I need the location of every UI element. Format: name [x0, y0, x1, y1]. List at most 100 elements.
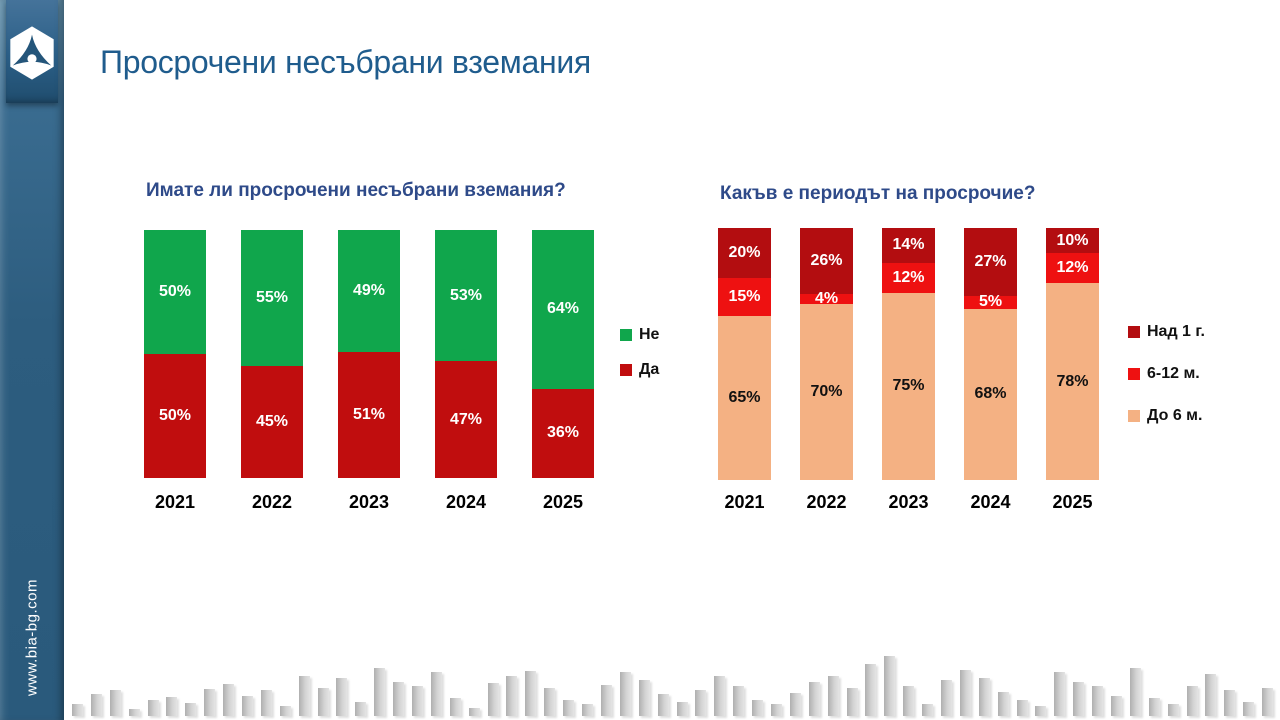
data-label: 78%	[1056, 372, 1089, 390]
skyline-bar	[317, 688, 329, 716]
skyline-bar	[223, 684, 235, 716]
legend-item: Не	[620, 326, 659, 344]
data-label: 36%	[546, 424, 580, 442]
skyline-bar	[1092, 686, 1104, 716]
skyline-bar	[940, 680, 952, 716]
plot-area: 50% 50% 55% 45% 49% 51% 53% 47% 64% 36%	[144, 230, 594, 478]
legend-swatch	[620, 364, 632, 376]
legend-label: Да	[639, 361, 660, 378]
chart-overdue-period: Какъв е периодът на просрочие? 20% 15% 65%…	[718, 183, 1278, 525]
data-label: 14%	[892, 236, 925, 254]
category-label: 2025	[542, 492, 584, 512]
bar-segment: 12%	[882, 262, 935, 293]
bar-segment: 14%	[882, 228, 935, 263]
website-link[interactable]: www.bia-bg.com	[23, 578, 41, 696]
category-label: 2022	[806, 492, 847, 512]
skyline-bar	[695, 690, 707, 716]
skyline-bar	[1186, 686, 1198, 716]
data-label: 75%	[892, 377, 925, 395]
skyline-bar	[865, 664, 877, 716]
bar-segment: 50%	[144, 354, 206, 478]
bar-segment: 75%	[882, 292, 935, 480]
skyline-bar	[657, 694, 669, 716]
skyline-bar	[260, 690, 272, 716]
skyline-bar	[1167, 704, 1179, 716]
skyline-bar	[147, 700, 159, 716]
data-label: 10%	[1056, 231, 1089, 249]
plot-area: 20% 15% 65% 26% 4% 70% 14% 12% 75% 27% 5% 68% 10% 12%…	[718, 228, 1099, 480]
skyline-bar	[544, 688, 556, 716]
skyline-bar	[959, 670, 971, 716]
category-label: 2023	[348, 492, 390, 512]
data-label: 20%	[728, 244, 761, 262]
bar-segment: 49%	[338, 230, 400, 352]
skyline-bar	[128, 709, 140, 716]
skyline-bar	[1262, 688, 1274, 716]
stacked-bar: 50% 50%	[144, 230, 206, 478]
data-label: 64%	[546, 300, 580, 318]
legend-label: Не	[639, 326, 660, 343]
bar-segment: 50%	[144, 230, 206, 354]
bar-segment: 27%	[964, 228, 1017, 297]
data-label: 70%	[810, 382, 843, 400]
logo-ribbon	[6, 0, 58, 103]
bar-segment: 36%	[532, 388, 594, 478]
data-label: 27%	[974, 253, 1007, 271]
skyline-bar	[506, 676, 518, 716]
bar-segment: 68%	[964, 308, 1017, 480]
data-label: 5%	[978, 293, 1003, 311]
skyline-bar	[374, 668, 386, 716]
legend-swatch	[620, 329, 632, 341]
skyline-bar	[676, 702, 688, 716]
skyline-bar	[600, 685, 612, 716]
bar-segment: 70%	[800, 303, 853, 480]
legend-item: До 6 м.	[1128, 407, 1205, 425]
x-axis: 2021 2022 2023 2024 2025	[718, 492, 1099, 513]
bar-segment: 12%	[1046, 253, 1099, 284]
bar-segment: 5%	[964, 293, 1017, 311]
skyline-bar	[166, 697, 178, 716]
bar-segment: 45%	[241, 366, 303, 478]
skyline-bar	[336, 678, 348, 716]
skyline-bar	[789, 693, 801, 716]
data-label: 4%	[814, 289, 839, 307]
skyline-bar	[109, 690, 121, 716]
skyline-bar	[1016, 700, 1028, 716]
skyline-bar	[903, 686, 915, 716]
stacked-bar: 10% 12% 78%	[1046, 228, 1099, 480]
skyline-bar	[997, 692, 1009, 716]
skyline-bar	[298, 676, 310, 716]
skyline-bar	[1224, 690, 1236, 716]
data-label: 49%	[352, 281, 386, 299]
skyline-bar	[525, 671, 537, 716]
stacked-bar: 55% 45%	[241, 230, 303, 478]
bar-segment: 64%	[532, 230, 594, 389]
data-label: 47%	[449, 410, 483, 428]
skyline-bar	[242, 696, 254, 716]
skyline-bar	[582, 704, 594, 716]
bar-segment: 15%	[718, 278, 771, 317]
skyline-bar	[355, 702, 367, 716]
chart-title: Какъв е периодът на просрочие?	[720, 183, 1036, 204]
skyline-bar	[1073, 682, 1085, 716]
skyline-bar	[1129, 668, 1141, 716]
skyline-bar	[563, 700, 575, 716]
skyline-bar	[638, 680, 650, 716]
skyline-bar	[72, 704, 83, 716]
bar-segment: 10%	[1046, 228, 1099, 254]
legend-swatch	[1128, 410, 1140, 422]
skyline-bar	[393, 682, 405, 716]
skyline-bar	[978, 678, 990, 716]
skyline-bar	[922, 704, 934, 716]
stacked-bar: 64% 36%	[532, 230, 594, 478]
skyline-bar	[752, 700, 764, 716]
data-label: 45%	[255, 413, 289, 431]
skyline-bar	[1035, 706, 1047, 716]
sidebar: www.bia-bg.com	[0, 0, 64, 720]
skyline-bar	[619, 672, 631, 716]
bar-segment: 53%	[435, 230, 497, 362]
skyline-bar	[449, 698, 461, 716]
stacked-bar: 26% 4% 70%	[800, 228, 853, 480]
page-title: Просрочени несъбрани вземания	[100, 44, 591, 80]
